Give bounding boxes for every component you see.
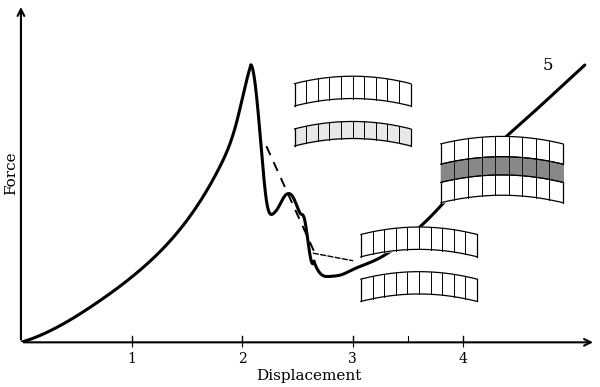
Y-axis label: Force: Force	[4, 151, 18, 195]
X-axis label: Displacement: Displacement	[256, 369, 361, 383]
Text: 5: 5	[543, 57, 553, 74]
